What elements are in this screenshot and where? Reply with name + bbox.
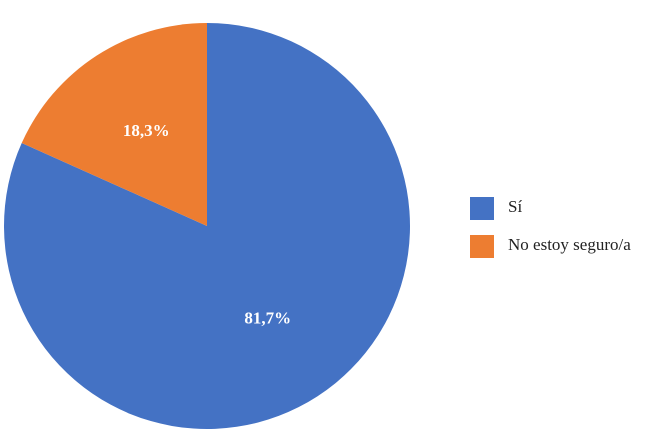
value-label: 18,3% (123, 121, 170, 140)
legend-swatch (470, 235, 494, 258)
legend-swatch (470, 197, 494, 220)
legend-label: No estoy seguro/a (508, 235, 631, 254)
value-label: 81,7% (244, 309, 291, 328)
legend-label: Sí (508, 197, 522, 216)
pie-slice (21, 23, 208, 226)
pie-slice (3, 23, 411, 429)
